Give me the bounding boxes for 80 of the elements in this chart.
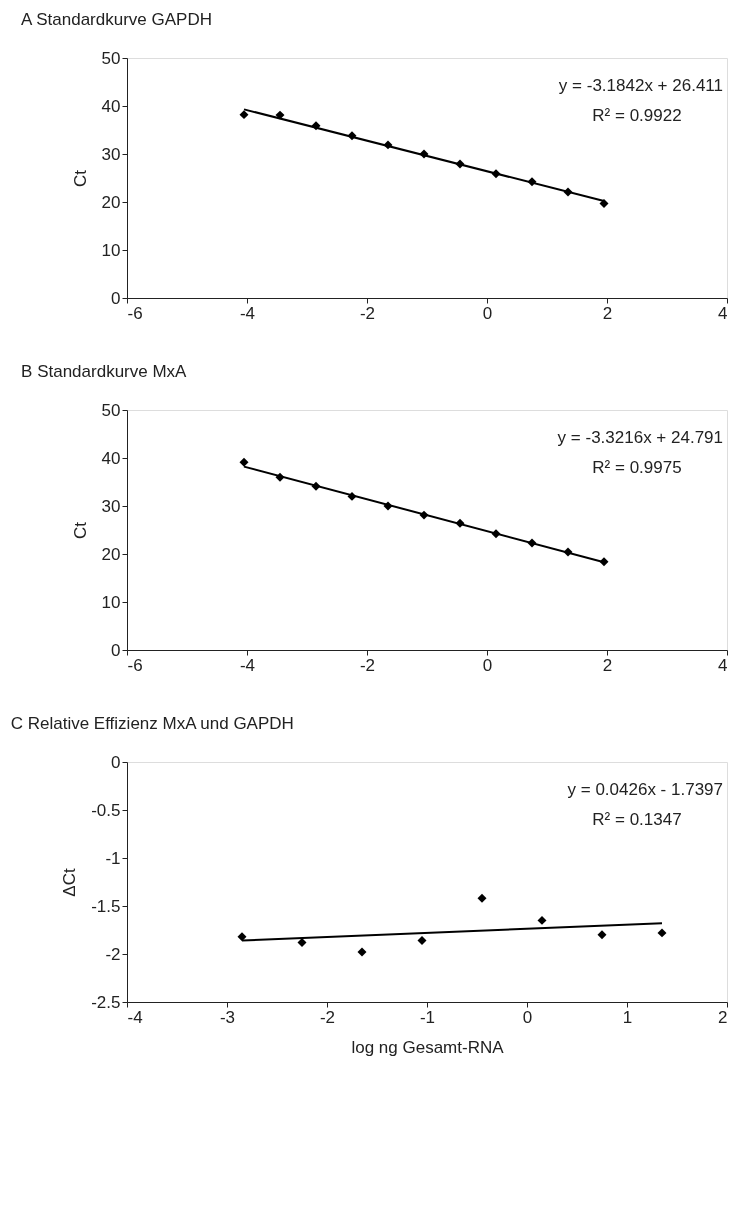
point: [597, 930, 607, 940]
x-tick-label: 0: [482, 303, 493, 323]
point: [275, 472, 285, 482]
point: [599, 557, 609, 567]
chart-title: B Standardkurve MxA: [21, 362, 188, 381]
x-tick-label: 2: [602, 655, 613, 675]
y-axis-title: Ct: [70, 521, 90, 539]
point: [491, 529, 501, 539]
point: [419, 510, 429, 520]
y-tick-label: -2: [105, 944, 121, 964]
x-axis-title: log ng Gesamt-RNA: [351, 1037, 505, 1057]
point: [237, 932, 247, 942]
point: [383, 501, 393, 511]
x-tick-label: -4: [127, 1007, 143, 1027]
x-tick-label: -6: [127, 655, 143, 675]
point: [419, 149, 429, 159]
annotation: R² = 0.1347: [592, 810, 682, 829]
y-tick-label: 30: [101, 496, 121, 516]
x-tick-label: -2: [359, 303, 376, 323]
point: [357, 947, 367, 957]
y-tick-label: -1: [105, 848, 121, 868]
point: [311, 121, 321, 131]
x-tick-label: -2: [359, 655, 376, 675]
y-tick-label: 10: [101, 240, 121, 260]
y-tick-label: 30: [101, 144, 121, 164]
x-tick-label: 4: [718, 655, 728, 675]
chart-title: A Standardkurve GAPDH: [21, 10, 212, 29]
x-tick-label: -4: [239, 303, 256, 323]
y-tick-label: 20: [101, 192, 121, 212]
point: [477, 893, 487, 903]
point: [239, 457, 249, 467]
x-tick-label: -4: [239, 655, 256, 675]
point: [455, 159, 465, 169]
y-tick-label: 0: [111, 752, 121, 772]
x-tick-label: 1: [622, 1007, 633, 1027]
y-tick-label: 0: [111, 640, 121, 660]
x-tick-label: -1: [419, 1007, 436, 1027]
annotation: y = 0.0426x - 1.7397: [567, 780, 723, 799]
point: [383, 140, 393, 150]
point: [537, 915, 547, 925]
point: [311, 481, 321, 491]
y-tick-label: -1.5: [91, 896, 121, 916]
y-tick-label: 20: [101, 544, 121, 564]
x-tick-label: 4: [718, 303, 728, 323]
y-tick-label: 10: [101, 592, 121, 612]
point: [455, 518, 465, 528]
annotation: R² = 0.9975: [592, 458, 682, 477]
point: [599, 198, 609, 208]
point: [297, 938, 307, 947]
annotation: y = -3.1842x + 26.411: [558, 76, 723, 95]
y-axis-title: Ct: [70, 169, 90, 187]
y-axis-title: ΔCt: [60, 868, 80, 897]
y-tick-label: 0: [111, 288, 121, 308]
y-tick-label: -2.5: [91, 992, 121, 1012]
y-tick-label: 50: [101, 48, 121, 68]
x-tick-label: 0: [522, 1007, 533, 1027]
point: [527, 538, 537, 548]
chart-title: C Relative Effizienz MxA und GAPDH: [10, 714, 294, 733]
x-tick-label: -3: [219, 1007, 236, 1027]
x-tick-label: 0: [482, 655, 493, 675]
y-tick-label: 40: [101, 448, 121, 468]
point: [563, 547, 573, 557]
point: [563, 187, 573, 197]
point: [527, 177, 537, 187]
x-tick-label: 2: [718, 1007, 728, 1027]
point: [417, 936, 427, 946]
point: [657, 928, 667, 938]
x-tick-label: -2: [319, 1007, 336, 1027]
x-tick-label: 2: [602, 303, 613, 323]
point: [239, 110, 249, 120]
point: [275, 110, 285, 120]
x-tick-label: -6: [127, 303, 143, 323]
annotation: y = -3.3216x + 24.791: [557, 428, 723, 447]
y-tick-label: 40: [101, 96, 121, 116]
point: [347, 491, 357, 501]
y-tick-label: 50: [101, 400, 121, 420]
point: [347, 131, 357, 141]
y-tick-label: -0.5: [91, 800, 121, 820]
annotation: R² = 0.9922: [592, 106, 682, 125]
point: [491, 169, 501, 179]
